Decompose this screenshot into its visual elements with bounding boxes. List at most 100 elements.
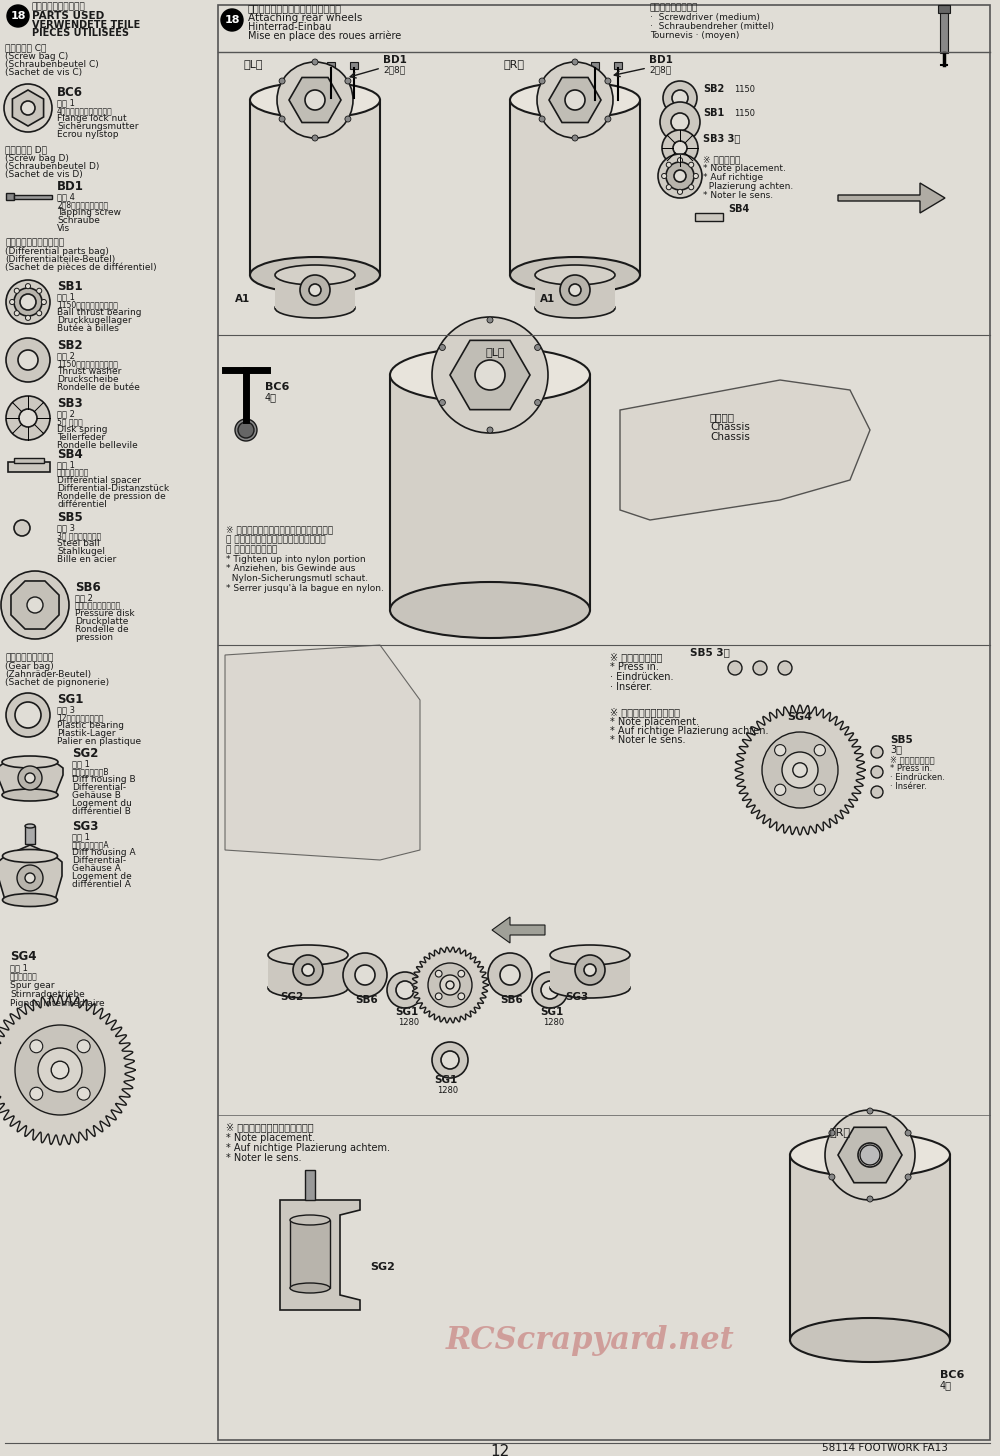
Circle shape [440, 976, 460, 994]
Circle shape [439, 399, 445, 406]
Ellipse shape [2, 849, 58, 862]
Text: · Insérer.: · Insérer. [890, 782, 927, 791]
Circle shape [25, 773, 35, 783]
Text: ※ 向きに注意: ※ 向きに注意 [703, 154, 740, 165]
Circle shape [30, 1040, 43, 1053]
Polygon shape [549, 77, 601, 122]
Circle shape [535, 399, 541, 406]
Text: * Noter le sens.: * Noter le sens. [703, 191, 773, 199]
Text: Diff housing A: Diff housing A [72, 847, 136, 858]
Text: SB4: SB4 [728, 204, 749, 214]
Text: 12: 12 [490, 1443, 510, 1456]
Circle shape [867, 1195, 873, 1203]
Circle shape [279, 116, 285, 122]
Circle shape [30, 1088, 43, 1101]
Ellipse shape [390, 582, 590, 638]
Text: Hinterrad-Einbau: Hinterrad-Einbau [248, 22, 331, 32]
Bar [790, 1155, 950, 1340]
Circle shape [14, 520, 30, 536]
Text: 1280: 1280 [398, 1018, 419, 1026]
Circle shape [305, 90, 325, 111]
Text: ・・ 2: ・・ 2 [57, 409, 75, 418]
Text: Schraube: Schraube [57, 215, 100, 226]
Ellipse shape [235, 419, 257, 441]
Circle shape [396, 981, 414, 999]
Text: (Screw bag C): (Screw bag C) [5, 52, 68, 61]
Bar [940, 4, 948, 52]
Text: （ボールデフ部品袋詰）: （ボールデフ部品袋詰） [5, 237, 64, 248]
Text: Palier en plastique: Palier en plastique [57, 737, 141, 745]
Circle shape [569, 284, 581, 296]
Text: BC6: BC6 [57, 86, 83, 99]
Circle shape [6, 280, 50, 325]
Text: Chassis: Chassis [710, 422, 750, 432]
Circle shape [14, 288, 42, 316]
Circle shape [905, 1130, 911, 1136]
Circle shape [355, 965, 375, 986]
Ellipse shape [250, 258, 380, 293]
Bar [290, 1220, 330, 1289]
Text: うようにします。: うようにします。 [226, 545, 277, 553]
Text: (Schraubenbeutel D): (Schraubenbeutel D) [5, 162, 99, 170]
Circle shape [18, 349, 38, 370]
Circle shape [605, 79, 611, 84]
Text: SB5: SB5 [890, 735, 913, 745]
Text: 4㎜フランジロックナット: 4㎜フランジロックナット [57, 106, 113, 115]
Text: SB1: SB1 [703, 108, 724, 118]
Ellipse shape [290, 1214, 330, 1224]
Circle shape [575, 955, 605, 986]
Bar [614, 63, 622, 68]
Text: (Differentialteile-Beutel): (Differentialteile-Beutel) [5, 255, 115, 264]
Text: ※ ミゾにあわせてとりつける。: ※ ミゾにあわせてとりつける。 [226, 1123, 314, 1131]
Circle shape [458, 970, 465, 977]
Text: SG2: SG2 [280, 992, 303, 1002]
Circle shape [500, 965, 520, 986]
Circle shape [435, 970, 442, 977]
Circle shape [829, 1174, 835, 1179]
Ellipse shape [550, 945, 630, 965]
Text: ※ 押しこみます。: ※ 押しこみます。 [610, 652, 662, 662]
Circle shape [663, 82, 697, 115]
Text: SG4: SG4 [788, 712, 812, 722]
Circle shape [458, 993, 465, 1000]
Bar [550, 955, 630, 989]
Circle shape [432, 1042, 468, 1077]
Text: 1150: 1150 [734, 84, 755, 95]
Circle shape [572, 60, 578, 66]
Text: 12歯プラベアリング: 12歯プラベアリング [57, 713, 104, 722]
Circle shape [775, 785, 786, 795]
Text: ·  Screwdriver (medium): · Screwdriver (medium) [650, 13, 760, 22]
Text: ・・ 1: ・・ 1 [57, 293, 75, 301]
Text: SB4: SB4 [57, 448, 83, 462]
Ellipse shape [250, 82, 380, 118]
Circle shape [539, 116, 545, 122]
Circle shape [753, 661, 767, 676]
Text: PIÈCES UTILISÉES: PIÈCES UTILISÉES [32, 28, 129, 38]
Text: 1280: 1280 [543, 1018, 564, 1026]
Text: Stirnradgetriebe: Stirnradgetriebe [10, 990, 85, 999]
Text: SB5 3㎜: SB5 3㎜ [690, 646, 730, 657]
Circle shape [560, 275, 590, 304]
Text: 1280: 1280 [437, 1086, 458, 1095]
Circle shape [671, 114, 689, 131]
Ellipse shape [25, 824, 35, 828]
Text: Rondelle bellevile: Rondelle bellevile [57, 441, 138, 450]
Polygon shape [838, 183, 945, 213]
Text: 18: 18 [10, 12, 26, 20]
Circle shape [37, 288, 42, 293]
Polygon shape [450, 341, 530, 409]
Circle shape [829, 1130, 835, 1136]
Text: BD1: BD1 [383, 55, 407, 66]
Circle shape [25, 284, 31, 288]
Circle shape [343, 954, 387, 997]
Polygon shape [0, 844, 62, 900]
Ellipse shape [390, 347, 590, 403]
Text: Logement du: Logement du [72, 799, 132, 808]
Circle shape [77, 1088, 90, 1101]
Text: différentiel B: différentiel B [72, 807, 131, 815]
Circle shape [309, 284, 321, 296]
Ellipse shape [275, 265, 355, 285]
Text: différentiel: différentiel [57, 499, 107, 510]
Text: デフハウジングA: デフハウジングA [72, 840, 110, 849]
Circle shape [41, 300, 46, 304]
